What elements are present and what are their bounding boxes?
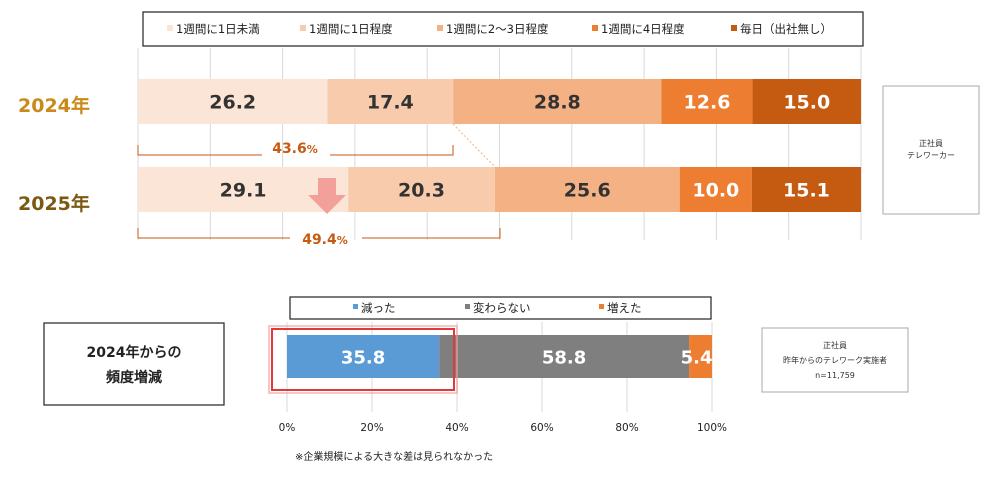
connector-line bbox=[452, 123, 497, 169]
tick-label: 100% bbox=[697, 422, 727, 434]
bar-segment-change-3 bbox=[689, 335, 712, 378]
data-label: 35.8 bbox=[341, 348, 385, 369]
legend-label: 1週間に2～3日程度 bbox=[446, 22, 549, 36]
legend-label: 増えた bbox=[607, 301, 642, 315]
legend-swatch bbox=[167, 25, 173, 31]
highlight-frame bbox=[271, 328, 455, 391]
tick-label: 80% bbox=[615, 422, 638, 434]
legend-label: 減った bbox=[361, 301, 396, 315]
category-label-2025: 2025年 bbox=[18, 192, 90, 215]
tick-label: 20% bbox=[360, 422, 383, 434]
legend-label: 毎日（出社無し） bbox=[740, 22, 832, 36]
bar-segment-2024年-2 bbox=[327, 79, 454, 124]
legend-label: 1週間に4日程度 bbox=[601, 22, 685, 36]
legend-swatch bbox=[300, 25, 306, 31]
bar-segment-2024年-4 bbox=[661, 79, 753, 124]
bar-segment-2024年-3 bbox=[453, 79, 662, 124]
bottom-legend: 減った 変わらない 増えた bbox=[353, 301, 642, 315]
bar-segment-2025年-4 bbox=[679, 167, 752, 212]
note-box-b-line1: 正社員 bbox=[823, 340, 847, 350]
category-label-2024: 2024年 bbox=[18, 94, 90, 117]
note-box-line1: 正社員 bbox=[919, 138, 943, 148]
legend-label: 1週間に1日程度 bbox=[309, 22, 393, 36]
bar-segment-2025年-3 bbox=[494, 167, 680, 212]
legend-swatch bbox=[353, 304, 358, 309]
legend-label: 1週間に1日未満 bbox=[176, 22, 260, 36]
data-label: 58.8 bbox=[542, 348, 586, 369]
annotation-2025: 49.4% bbox=[302, 232, 348, 248]
data-label: 26.2 bbox=[209, 92, 256, 114]
data-label: 29.1 bbox=[220, 180, 267, 202]
note-box-b-line3: n=11,759 bbox=[815, 371, 855, 380]
note-box-b-line2: 昨年からのテレワーク実施者 bbox=[783, 355, 887, 365]
data-label: 10.0 bbox=[692, 180, 739, 202]
legend-swatch bbox=[599, 304, 604, 309]
note-box-respondents bbox=[761, 327, 909, 393]
legend-swatch bbox=[592, 25, 598, 31]
top-legend: 1週間に1日未満 1週間に1日程度 1週間に2～3日程度 1週間に4日程度 毎日（出社無… bbox=[167, 22, 832, 36]
data-label: 28.8 bbox=[534, 92, 581, 114]
note-box-line2: テレワーカー bbox=[907, 151, 955, 160]
down-arrow-icon bbox=[308, 178, 346, 214]
data-label: 15.1 bbox=[783, 180, 830, 202]
highlight-glow bbox=[268, 325, 458, 394]
bar-segment-2024年-1 bbox=[138, 79, 328, 124]
bar-segment-2025年-1 bbox=[138, 167, 349, 212]
legend-swatch bbox=[731, 25, 737, 31]
bracket-2025 bbox=[137, 228, 501, 239]
bar-segment-2025年-5 bbox=[751, 167, 861, 212]
data-label: 20.3 bbox=[398, 180, 445, 202]
footnote: ※企業規模による大きな差は見られなかった bbox=[295, 450, 493, 463]
category-box bbox=[43, 322, 225, 406]
data-label: 5.4 bbox=[681, 348, 713, 369]
category-label-line1: 2024年からの bbox=[87, 344, 182, 361]
x-axis-ticks: 0% 20% 40% 60% 80% 100% bbox=[279, 422, 727, 434]
data-label: 15.0 bbox=[783, 92, 830, 114]
data-label: 25.6 bbox=[564, 180, 611, 202]
top-bars: 26.2 17.4 28.8 12.6 15.0 29.1 20.3 25.6 10.0 15.1 bbox=[138, 79, 861, 212]
note-box-telework bbox=[882, 85, 980, 215]
bar-segment-change-1 bbox=[287, 335, 440, 378]
annotation-2024: 43.6% bbox=[272, 141, 318, 157]
top-legend-frame bbox=[142, 11, 864, 47]
data-label: 12.6 bbox=[684, 92, 731, 114]
legend-label: 変わらない bbox=[473, 301, 531, 315]
bar-segment-change-2 bbox=[439, 335, 690, 378]
bracket-2024 bbox=[137, 145, 454, 156]
legend-swatch bbox=[465, 304, 470, 309]
tick-label: 0% bbox=[279, 422, 296, 434]
data-label: 17.4 bbox=[367, 92, 414, 114]
category-label-line2: 頻度増減 bbox=[106, 369, 162, 386]
tick-label: 40% bbox=[445, 422, 468, 434]
bar-segment-2024年-5 bbox=[752, 79, 861, 124]
bottom-legend-frame bbox=[289, 296, 712, 320]
legend-swatch bbox=[437, 25, 443, 31]
tick-label: 60% bbox=[530, 422, 553, 434]
bottom-bars: 35.8 58.8 5.4 bbox=[287, 335, 712, 378]
bar-segment-2025年-2 bbox=[348, 167, 495, 212]
